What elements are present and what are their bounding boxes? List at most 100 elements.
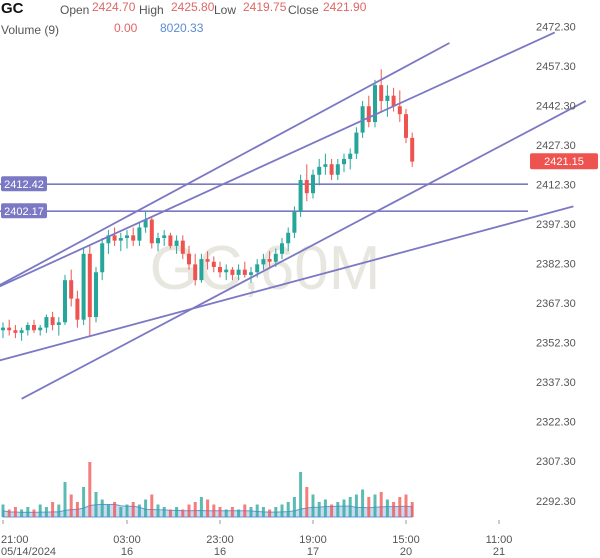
volume-bar [379,492,383,517]
volume-pane [1,462,414,518]
volume-bar [75,502,79,517]
trendline [21,100,587,400]
y-tick-label: 2322.30 [536,417,576,429]
candle-body [354,132,359,154]
volume-bar [286,502,290,517]
y-tick-label: 2367.30 [536,298,576,310]
candle-body [298,180,303,212]
trendline [0,42,450,286]
volume-bar [212,504,216,517]
x-tick-time: 11:00 [486,534,513,546]
volume-bar [94,492,98,517]
volume-bar [88,462,92,517]
candle-body [143,219,148,228]
candle-body [38,327,43,331]
candle-body [25,324,30,331]
candle-body [329,164,334,175]
close-value: 2421.90 [323,0,367,14]
volume-bar [323,499,327,517]
candle-body [261,259,266,265]
candles [1,69,415,341]
volume-ma-area [2,503,413,518]
candle-body [366,106,371,123]
candle-body [94,272,98,318]
volume-bar [348,497,352,517]
candle-body [50,317,55,325]
x-tick-date: 17 [307,546,319,558]
volume-bar [354,494,358,517]
candle-body [112,235,117,241]
volume-bar [32,509,36,517]
candle-body [44,317,49,328]
trendline [0,31,556,288]
candle-body [286,232,291,244]
x-tick-time: 19:00 [299,534,327,546]
volume-value-current: 0.00 [114,21,138,35]
candle-body [317,166,322,175]
candle-body [75,298,80,320]
y-tick-label: 2307.30 [536,456,576,468]
volume-bar [38,504,42,517]
candle-body [249,272,253,275]
candle-body [174,240,179,246]
volume-bar [168,509,172,517]
volume-bar [20,509,24,517]
candle-body [224,269,229,273]
volume-bar [330,504,334,517]
trendlines[interactable] [0,31,587,400]
candle-body [230,269,235,275]
volume-bar [261,507,265,517]
high-label: High [139,3,164,17]
volume-bar [373,494,377,517]
volume-bar [193,502,197,517]
y-tick-label: 2382.30 [536,259,576,271]
volume-bar [274,507,278,517]
candle-body [13,330,18,333]
x-tick-date: 21 [493,546,505,558]
candle-body [199,259,204,281]
level-badge-label: 2402.17 [4,206,44,218]
volume-bar [57,504,61,517]
volume-bar [392,502,396,517]
volume-bar [230,507,234,517]
volume-bar [237,509,241,517]
volume-bar [311,494,315,517]
candle-body [100,243,105,273]
volume-bar [131,502,135,517]
volume-bar [119,507,123,517]
y-tick-label: 2397.30 [536,219,576,231]
volume-bar [1,504,5,517]
volume-bar [44,507,48,517]
open-label: Open [60,3,90,17]
candle-body [180,240,185,254]
candle-body [149,219,154,244]
volume-bar [199,497,203,517]
candle-body [168,235,173,246]
volume-bar [181,509,185,517]
y-tick-label: 2412.30 [536,180,576,192]
last-price-badge [530,153,598,170]
candle-body [7,327,12,331]
trendline [0,205,574,362]
volume-bar [249,507,253,517]
close-label: Close [288,3,319,17]
x-tick-time: 03:00 [113,534,141,546]
low-value: 2419.75 [243,0,287,14]
volume-bar [82,487,86,517]
candle-body [19,330,24,333]
x-tick-date: 16 [214,546,226,558]
candle-body [280,243,284,254]
candle-body [335,164,340,175]
candle-body [348,153,353,159]
x-tick-date: 16 [121,546,133,558]
horizontal-levels[interactable] [0,183,528,213]
volume-bar [218,507,222,517]
x-tick-date: 05/14/2024 [1,546,56,558]
candle-body [242,269,247,275]
volume-bar [113,502,117,517]
volume-bar [51,502,55,517]
y-tick-label: 2292.30 [536,496,576,508]
low-label: Low [214,3,237,17]
candle-body [379,85,384,101]
